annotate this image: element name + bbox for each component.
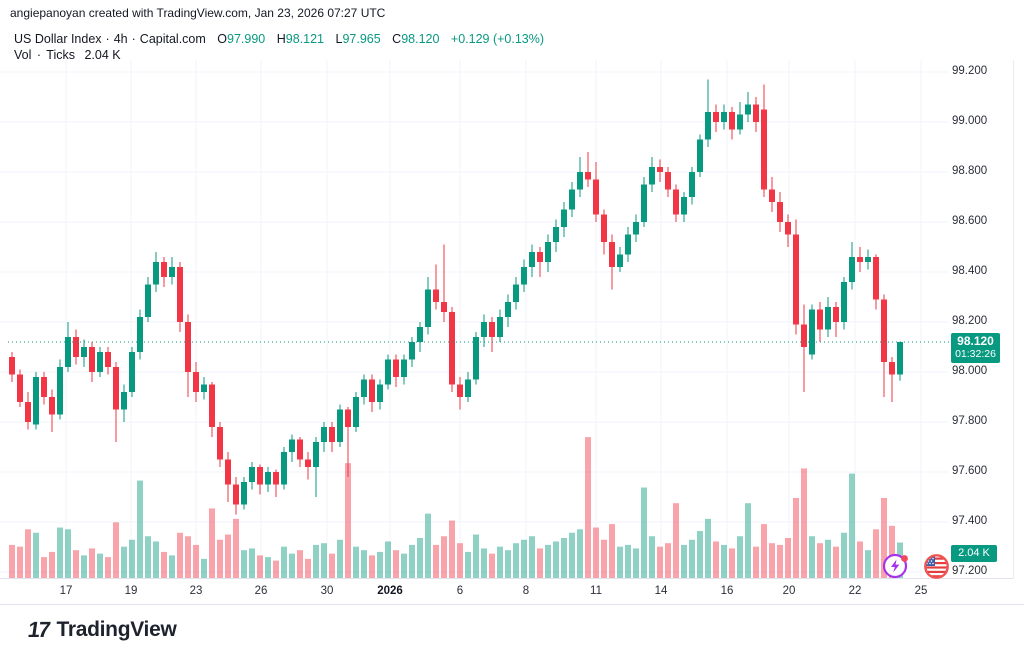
time-axis[interactable]: 17 19 23 26 30 2026 6 8 11 14 16 20 22 25 bbox=[0, 578, 1013, 605]
price-tick-label: 99.200 bbox=[952, 65, 988, 77]
flash-boost-icon[interactable] bbox=[881, 551, 911, 586]
attribution-text: angiepanoyan created with TradingView.co… bbox=[10, 6, 386, 20]
volume-ticks-label: Ticks bbox=[46, 48, 75, 62]
ohlc-close: C98.120 bbox=[392, 32, 440, 46]
symbol-exchange: Capital.com bbox=[139, 32, 206, 46]
bar-countdown: 01:32:26 bbox=[955, 348, 996, 360]
price-tick-label: 98.600 bbox=[952, 215, 988, 227]
volume-study-label[interactable]: Vol bbox=[14, 48, 32, 62]
price-tick-label: 98.800 bbox=[952, 165, 988, 177]
symbol-title[interactable]: US Dollar Index bbox=[14, 32, 102, 46]
volume-axis-badge: 2.04 K bbox=[951, 545, 997, 562]
tradingview-logo-mark: 17 bbox=[26, 617, 51, 642]
time-tick-label: 8 bbox=[522, 585, 530, 597]
axis-bottom-border bbox=[0, 604, 1024, 605]
ohlc-low: L97.965 bbox=[335, 32, 381, 46]
time-tick-label: 17 bbox=[59, 585, 73, 597]
volume-legend: Vol · Ticks 2.04 K bbox=[14, 48, 121, 62]
last-price-badge: 98.120 01:32:26 bbox=[951, 333, 1000, 363]
price-tick-label: 97.800 bbox=[952, 415, 988, 427]
price-tick-label: 99.000 bbox=[952, 115, 988, 127]
time-tick-label: 25 bbox=[914, 585, 928, 597]
price-tick-label: 97.600 bbox=[952, 465, 988, 477]
legend-separator: · bbox=[36, 48, 42, 62]
time-tick-label: 30 bbox=[320, 585, 334, 597]
time-tick-label: 23 bbox=[189, 585, 203, 597]
ohlc-high: H98.121 bbox=[276, 32, 324, 46]
last-price-value: 98.120 bbox=[957, 334, 994, 348]
price-tick-label: 97.400 bbox=[952, 515, 988, 527]
us-flag-icon[interactable] bbox=[922, 552, 951, 586]
time-tick-label: 16 bbox=[720, 585, 734, 597]
legend-separator: · bbox=[105, 32, 110, 46]
price-tick-label: 98.200 bbox=[952, 315, 988, 327]
pane-right-border bbox=[1013, 60, 1014, 579]
tradingview-logo-text: TradingView bbox=[56, 618, 177, 641]
tradingview-logo[interactable]: 17 TradingView bbox=[26, 617, 177, 643]
price-tick-label: 97.200 bbox=[952, 565, 988, 577]
time-tick-label: 20 bbox=[782, 585, 796, 597]
price-tick-label: 98.400 bbox=[952, 265, 988, 277]
time-tick-label: 26 bbox=[254, 585, 268, 597]
price-change: +0.129 (+0.13%) bbox=[450, 32, 545, 46]
time-tick-label: 14 bbox=[654, 585, 668, 597]
time-tick-label: 6 bbox=[456, 585, 464, 597]
time-tick-label: 19 bbox=[124, 585, 138, 597]
time-tick-label: 22 bbox=[848, 585, 862, 597]
legend-separator: · bbox=[131, 32, 136, 46]
time-tick-label: 2026 bbox=[377, 585, 403, 597]
time-tick-label: 11 bbox=[590, 585, 602, 597]
volume-current-value: 2.04 K bbox=[84, 48, 121, 62]
ohlc-open: O97.990 bbox=[217, 32, 266, 46]
chart-legend: US Dollar Index · 4h · Capital.com O97.990 H… bbox=[14, 30, 544, 48]
price-tick-label: 98.000 bbox=[952, 365, 988, 377]
symbol-interval[interactable]: 4h bbox=[113, 32, 128, 46]
